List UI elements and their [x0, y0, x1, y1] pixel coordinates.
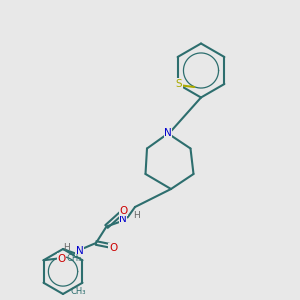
Text: CH₃: CH₃ — [67, 254, 83, 263]
Text: H: H — [134, 212, 140, 220]
Text: S: S — [176, 79, 182, 89]
Text: O: O — [57, 254, 66, 264]
Text: N: N — [76, 245, 83, 256]
Text: CH₃: CH₃ — [70, 287, 86, 296]
Text: H: H — [63, 243, 70, 252]
Text: O: O — [119, 206, 128, 216]
Text: N: N — [164, 128, 172, 139]
Text: N: N — [119, 214, 127, 224]
Text: O: O — [109, 243, 117, 253]
